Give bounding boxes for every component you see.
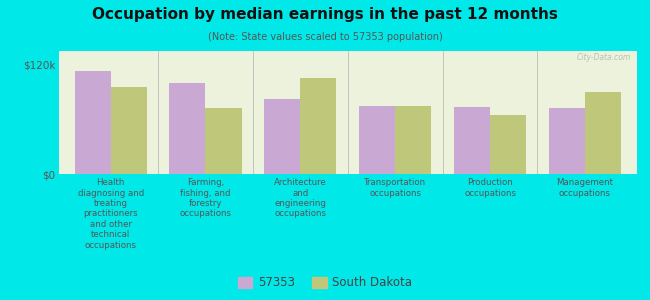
Bar — [585, 92, 621, 174]
Text: City-Data.com: City-Data.com — [577, 53, 631, 62]
Bar — [454, 106, 490, 174]
Text: Occupation by median earnings in the past 12 months: Occupation by median earnings in the pas… — [92, 8, 558, 22]
Bar — [265, 99, 300, 174]
Bar — [395, 106, 431, 174]
Bar — [75, 71, 110, 174]
Bar — [300, 78, 336, 174]
Bar — [549, 108, 585, 174]
Bar — [170, 83, 205, 174]
Bar — [359, 106, 395, 174]
Bar — [490, 115, 526, 174]
Bar — [205, 108, 242, 174]
Text: (Note: State values scaled to 57353 population): (Note: State values scaled to 57353 popu… — [207, 32, 443, 41]
Legend: 57353, South Dakota: 57353, South Dakota — [233, 272, 417, 294]
Bar — [111, 87, 147, 174]
